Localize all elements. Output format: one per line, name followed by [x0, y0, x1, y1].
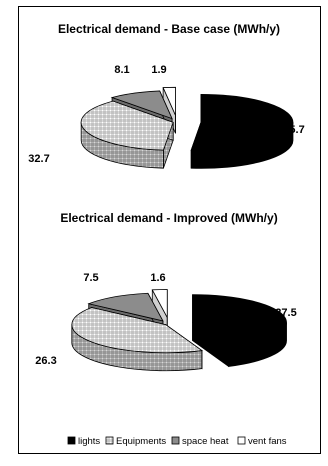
base-slice-equipments — [80, 100, 174, 151]
data-label-base-equipments: 32.7 — [28, 153, 49, 165]
improved-slice-lights — [192, 294, 287, 349]
improved-slice-space-heat — [87, 292, 164, 322]
legend-label-equipments: Equipments — [116, 436, 166, 447]
legend-label-space-heat: space heat — [182, 436, 229, 447]
legend-swatch-lights — [67, 436, 76, 445]
legend-label-vent-fans: vent fans — [248, 436, 287, 447]
legend: lights Equipments space heat vent fans — [67, 436, 287, 447]
base-slice-space-heat — [110, 90, 173, 120]
improved-slice-equipments — [71, 307, 204, 354]
chart-canvas: Electrical demand - Base case (MWh/y) 8.… — [28, 22, 304, 447]
pie-improved — [71, 289, 287, 372]
chart-title-base: Electrical demand - Base case (MWh/y) — [58, 22, 280, 36]
pie-base-case — [80, 86, 294, 169]
legend-swatch-equipments — [105, 436, 114, 445]
data-label-improved-vent-fans: 1.6 — [150, 272, 165, 284]
data-label-improved-lights: 27.5 — [275, 307, 296, 319]
legend-label-lights: lights — [78, 436, 100, 447]
data-label-improved-equipments: 26.3 — [35, 355, 56, 367]
base-slice-lights — [190, 93, 294, 151]
data-label-base-lights: 45.7 — [283, 124, 304, 136]
improved-slice-vent-fans — [151, 289, 168, 318]
chart-frame: Electrical demand - Base case (MWh/y) 8.… — [18, 6, 321, 454]
legend-swatch-vent-fans — [237, 436, 246, 445]
data-label-base-space-heat: 8.1 — [114, 64, 129, 76]
data-label-improved-space-heat: 7.5 — [83, 272, 98, 284]
legend-swatch-space-heat — [171, 436, 180, 445]
base-slice-vent-fans — [162, 86, 176, 116]
data-label-base-vent-fans: 1.9 — [151, 64, 166, 76]
chart-title-improved: Electrical demand - Improved (MWh/y) — [60, 211, 277, 225]
